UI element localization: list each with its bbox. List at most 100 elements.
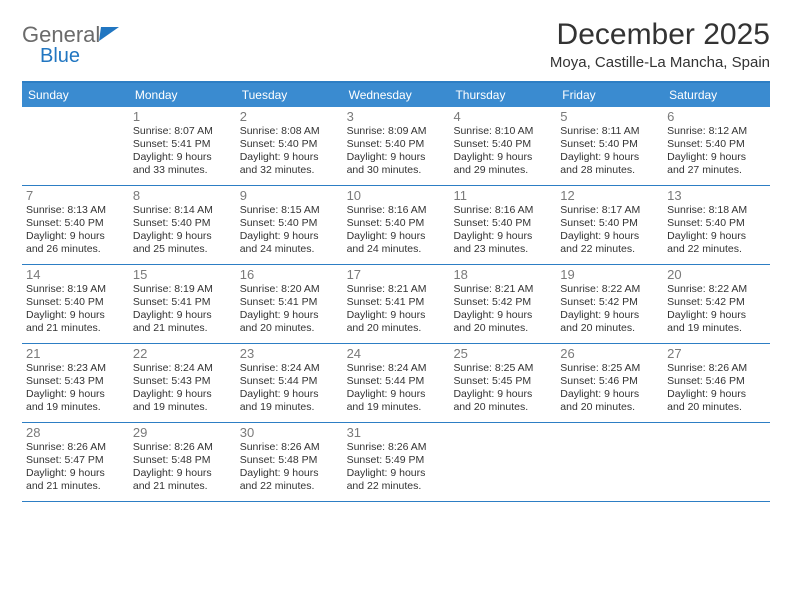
daylight-text: Daylight: 9 hours and 22 minutes. (560, 230, 659, 256)
calendar-day-cell: 13Sunrise: 8:18 AMSunset: 5:40 PMDayligh… (663, 186, 770, 264)
day-number: 16 (240, 267, 339, 282)
day-number: 23 (240, 346, 339, 361)
day-number: 20 (667, 267, 766, 282)
sunset-text: Sunset: 5:40 PM (560, 138, 659, 151)
day-info: Sunrise: 8:16 AMSunset: 5:40 PMDaylight:… (453, 204, 552, 257)
day-number: 15 (133, 267, 232, 282)
day-info: Sunrise: 8:18 AMSunset: 5:40 PMDaylight:… (667, 204, 766, 257)
day-number: 1 (133, 109, 232, 124)
sunset-text: Sunset: 5:40 PM (667, 217, 766, 230)
month-title: December 2025 (550, 18, 770, 52)
sunset-text: Sunset: 5:42 PM (667, 296, 766, 309)
daylight-text: Daylight: 9 hours and 28 minutes. (560, 151, 659, 177)
day-number: 13 (667, 188, 766, 203)
day-info: Sunrise: 8:26 AMSunset: 5:47 PMDaylight:… (26, 441, 125, 494)
sunrise-text: Sunrise: 8:23 AM (26, 362, 125, 375)
sunrise-text: Sunrise: 8:16 AM (453, 204, 552, 217)
daylight-text: Daylight: 9 hours and 19 minutes. (667, 309, 766, 335)
day-number: 7 (26, 188, 125, 203)
day-info: Sunrise: 8:10 AMSunset: 5:40 PMDaylight:… (453, 125, 552, 178)
day-number: 29 (133, 425, 232, 440)
day-number: 26 (560, 346, 659, 361)
day-info: Sunrise: 8:19 AMSunset: 5:40 PMDaylight:… (26, 283, 125, 336)
daylight-text: Daylight: 9 hours and 27 minutes. (667, 151, 766, 177)
calendar-day-cell: 29Sunrise: 8:26 AMSunset: 5:48 PMDayligh… (129, 423, 236, 501)
calendar-day-cell (449, 423, 556, 501)
day-info: Sunrise: 8:21 AMSunset: 5:42 PMDaylight:… (453, 283, 552, 336)
day-info: Sunrise: 8:20 AMSunset: 5:41 PMDaylight:… (240, 283, 339, 336)
day-info: Sunrise: 8:07 AMSunset: 5:41 PMDaylight:… (133, 125, 232, 178)
sunset-text: Sunset: 5:41 PM (133, 138, 232, 151)
day-info: Sunrise: 8:09 AMSunset: 5:40 PMDaylight:… (347, 125, 446, 178)
sunset-text: Sunset: 5:40 PM (26, 217, 125, 230)
calendar-day-cell: 31Sunrise: 8:26 AMSunset: 5:49 PMDayligh… (343, 423, 450, 501)
day-info: Sunrise: 8:13 AMSunset: 5:40 PMDaylight:… (26, 204, 125, 257)
sunset-text: Sunset: 5:45 PM (453, 375, 552, 388)
day-number: 30 (240, 425, 339, 440)
page-header: General Blue December 2025 Moya, Castill… (22, 18, 770, 71)
calendar-day-cell: 5Sunrise: 8:11 AMSunset: 5:40 PMDaylight… (556, 107, 663, 185)
calendar-week-row: 7Sunrise: 8:13 AMSunset: 5:40 PMDaylight… (22, 186, 770, 265)
calendar-day-cell: 30Sunrise: 8:26 AMSunset: 5:48 PMDayligh… (236, 423, 343, 501)
sunset-text: Sunset: 5:46 PM (667, 375, 766, 388)
sunset-text: Sunset: 5:40 PM (347, 217, 446, 230)
sunset-text: Sunset: 5:41 PM (347, 296, 446, 309)
sunset-text: Sunset: 5:43 PM (133, 375, 232, 388)
sunset-text: Sunset: 5:40 PM (560, 217, 659, 230)
sunrise-text: Sunrise: 8:12 AM (667, 125, 766, 138)
weekday-header: Monday (129, 83, 236, 107)
day-info: Sunrise: 8:26 AMSunset: 5:46 PMDaylight:… (667, 362, 766, 415)
calendar-day-cell: 17Sunrise: 8:21 AMSunset: 5:41 PMDayligh… (343, 265, 450, 343)
calendar-day-cell: 25Sunrise: 8:25 AMSunset: 5:45 PMDayligh… (449, 344, 556, 422)
day-info: Sunrise: 8:19 AMSunset: 5:41 PMDaylight:… (133, 283, 232, 336)
brand-word2: Blue (40, 46, 100, 66)
calendar-day-cell: 3Sunrise: 8:09 AMSunset: 5:40 PMDaylight… (343, 107, 450, 185)
day-info: Sunrise: 8:25 AMSunset: 5:45 PMDaylight:… (453, 362, 552, 415)
sunrise-text: Sunrise: 8:26 AM (240, 441, 339, 454)
location-text: Moya, Castille-La Mancha, Spain (550, 54, 770, 71)
day-number: 9 (240, 188, 339, 203)
sunrise-text: Sunrise: 8:17 AM (560, 204, 659, 217)
daylight-text: Daylight: 9 hours and 19 minutes. (347, 388, 446, 414)
calendar-day-cell: 14Sunrise: 8:19 AMSunset: 5:40 PMDayligh… (22, 265, 129, 343)
sunrise-text: Sunrise: 8:07 AM (133, 125, 232, 138)
calendar: Sunday Monday Tuesday Wednesday Thursday… (22, 81, 770, 502)
daylight-text: Daylight: 9 hours and 20 minutes. (347, 309, 446, 335)
daylight-text: Daylight: 9 hours and 20 minutes. (453, 388, 552, 414)
day-number: 5 (560, 109, 659, 124)
calendar-day-cell: 15Sunrise: 8:19 AMSunset: 5:41 PMDayligh… (129, 265, 236, 343)
day-info: Sunrise: 8:24 AMSunset: 5:44 PMDaylight:… (240, 362, 339, 415)
day-info: Sunrise: 8:11 AMSunset: 5:40 PMDaylight:… (560, 125, 659, 178)
sunrise-text: Sunrise: 8:22 AM (667, 283, 766, 296)
daylight-text: Daylight: 9 hours and 19 minutes. (133, 388, 232, 414)
sunset-text: Sunset: 5:40 PM (667, 138, 766, 151)
daylight-text: Daylight: 9 hours and 22 minutes. (347, 467, 446, 493)
day-info: Sunrise: 8:23 AMSunset: 5:43 PMDaylight:… (26, 362, 125, 415)
calendar-day-cell: 12Sunrise: 8:17 AMSunset: 5:40 PMDayligh… (556, 186, 663, 264)
sunrise-text: Sunrise: 8:16 AM (347, 204, 446, 217)
day-info: Sunrise: 8:16 AMSunset: 5:40 PMDaylight:… (347, 204, 446, 257)
sunrise-text: Sunrise: 8:13 AM (26, 204, 125, 217)
daylight-text: Daylight: 9 hours and 33 minutes. (133, 151, 232, 177)
calendar-day-cell: 28Sunrise: 8:26 AMSunset: 5:47 PMDayligh… (22, 423, 129, 501)
sunrise-text: Sunrise: 8:26 AM (133, 441, 232, 454)
calendar-day-cell (663, 423, 770, 501)
sunset-text: Sunset: 5:48 PM (240, 454, 339, 467)
sunrise-text: Sunrise: 8:10 AM (453, 125, 552, 138)
day-info: Sunrise: 8:26 AMSunset: 5:48 PMDaylight:… (240, 441, 339, 494)
sunset-text: Sunset: 5:43 PM (26, 375, 125, 388)
day-number: 17 (347, 267, 446, 282)
calendar-day-cell: 8Sunrise: 8:14 AMSunset: 5:40 PMDaylight… (129, 186, 236, 264)
sunset-text: Sunset: 5:48 PM (133, 454, 232, 467)
weekday-header: Tuesday (236, 83, 343, 107)
calendar-week-row: 21Sunrise: 8:23 AMSunset: 5:43 PMDayligh… (22, 344, 770, 423)
daylight-text: Daylight: 9 hours and 20 minutes. (240, 309, 339, 335)
daylight-text: Daylight: 9 hours and 21 minutes. (133, 309, 232, 335)
sunrise-text: Sunrise: 8:22 AM (560, 283, 659, 296)
calendar-day-cell: 21Sunrise: 8:23 AMSunset: 5:43 PMDayligh… (22, 344, 129, 422)
day-number: 27 (667, 346, 766, 361)
sunset-text: Sunset: 5:41 PM (133, 296, 232, 309)
daylight-text: Daylight: 9 hours and 29 minutes. (453, 151, 552, 177)
day-info: Sunrise: 8:24 AMSunset: 5:43 PMDaylight:… (133, 362, 232, 415)
sunrise-text: Sunrise: 8:08 AM (240, 125, 339, 138)
